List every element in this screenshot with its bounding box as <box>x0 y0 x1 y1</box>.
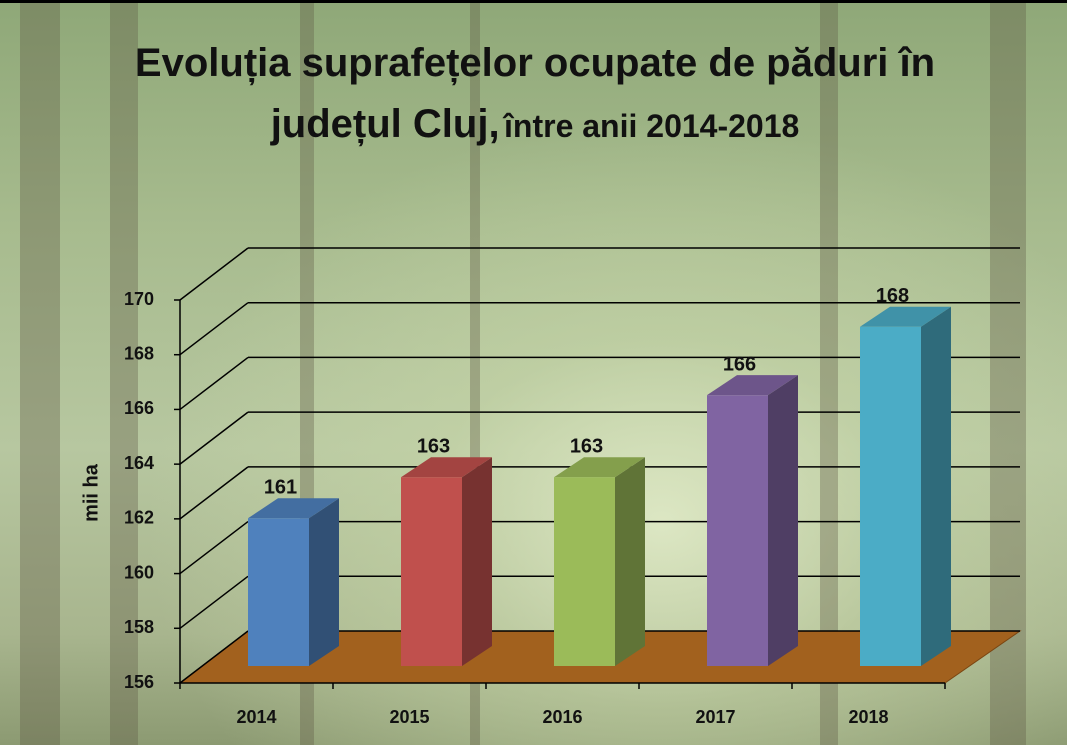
bar <box>248 518 309 666</box>
x-tick-label: 2017 <box>695 707 735 727</box>
y-tick-label: 164 <box>124 453 154 473</box>
grid-line <box>180 303 248 355</box>
bar-side <box>921 307 951 666</box>
y-axis-label: mii ha <box>80 463 102 522</box>
chart: mii ha 156 158 160 162 164 166 168 170 2014 161 20… <box>0 3 1067 745</box>
data-label: 168 <box>876 285 909 307</box>
bar <box>707 395 768 666</box>
grid-line <box>180 522 248 574</box>
slide: Evoluția suprafețelor ocupate de păduri … <box>0 0 1067 745</box>
grid-line <box>180 467 248 519</box>
bar <box>554 477 615 666</box>
bar-side <box>309 498 339 666</box>
data-label: 163 <box>570 436 603 458</box>
grid-line <box>180 248 248 300</box>
y-tick-label: 170 <box>124 289 154 309</box>
x-tick-label: 2016 <box>542 707 582 727</box>
data-label: 161 <box>264 477 297 499</box>
grid-line <box>180 412 248 464</box>
y-tick-label: 156 <box>124 672 154 692</box>
grid-line <box>180 357 248 409</box>
x-tick-label: 2015 <box>389 707 429 727</box>
bar-side <box>615 457 645 666</box>
bar-side <box>462 457 492 666</box>
bar-side <box>768 375 798 666</box>
bar <box>860 327 921 666</box>
x-tick-label: 2014 <box>236 707 276 727</box>
y-tick-label: 158 <box>124 617 154 637</box>
x-tick-label: 2018 <box>848 707 888 727</box>
y-tick-label: 160 <box>124 562 154 582</box>
y-tick-label: 166 <box>124 398 154 418</box>
grid-line <box>180 576 248 628</box>
data-label: 166 <box>723 353 756 375</box>
bar <box>401 477 462 666</box>
data-label: 163 <box>417 436 450 458</box>
y-tick-label: 168 <box>124 343 154 363</box>
y-tick-label: 162 <box>124 508 154 528</box>
